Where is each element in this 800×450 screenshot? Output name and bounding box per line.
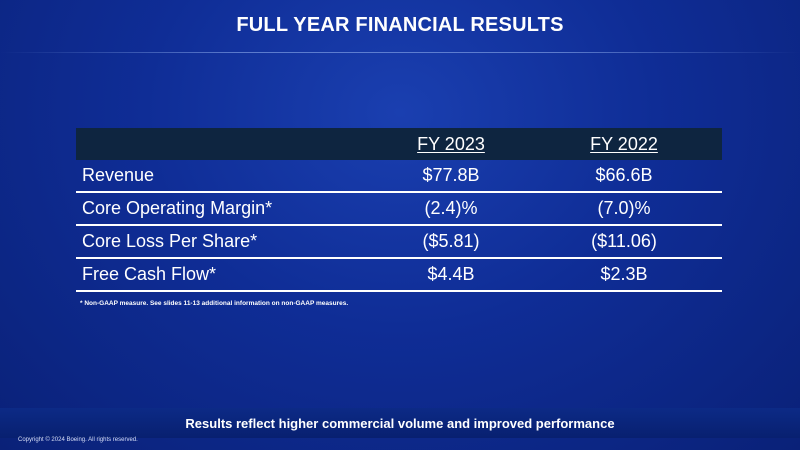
bottom-banner-bar: [0, 408, 800, 438]
table-row: Core Operating Margin* (2.4)% (7.0)%: [76, 193, 722, 226]
table-header-row: FY 2023 FY 2022: [76, 128, 722, 160]
title-divider: [0, 52, 800, 53]
row-value-fy2022: ($11.06): [591, 231, 657, 251]
row-label: Revenue: [82, 165, 155, 185]
header-cell-fy2023: FY 2023: [417, 133, 485, 154]
row-label: Core Loss Per Share*: [82, 231, 258, 251]
row-value-fy2022: $66.6B: [595, 165, 653, 185]
row-value-fy2023: (2.4)%: [424, 198, 478, 218]
footnote: * Non-GAAP measure. See slides 11-13 add…: [80, 300, 349, 307]
copyright-notice: Copyright © 2024 Boeing. All rights rese…: [18, 437, 138, 443]
row-value-fy2023: $77.8B: [422, 165, 480, 185]
row-value-fy2023: ($5.81): [422, 231, 480, 251]
row-label: Free Cash Flow*: [82, 264, 217, 284]
financial-results-table: FY 2023 FY 2022 Revenue $77.8B $66.6B Co…: [76, 128, 722, 292]
row-label: Core Operating Margin*: [82, 198, 273, 218]
header-cell-fy2022: FY 2022: [590, 133, 658, 154]
row-value-fy2022: $2.3B: [600, 264, 648, 284]
table-row: Core Loss Per Share* ($5.81) ($11.06): [76, 226, 722, 259]
bottom-banner-text: Results reflect higher commercial volume…: [185, 416, 615, 431]
table-row: Revenue $77.8B $66.6B: [76, 160, 722, 193]
row-value-fy2022: (7.0)%: [597, 198, 651, 218]
slide-title: FULL YEAR FINANCIAL RESULTS: [236, 14, 564, 36]
row-value-fy2023: $4.4B: [427, 264, 475, 284]
table-row: Free Cash Flow* $4.4B $2.3B: [76, 259, 722, 292]
